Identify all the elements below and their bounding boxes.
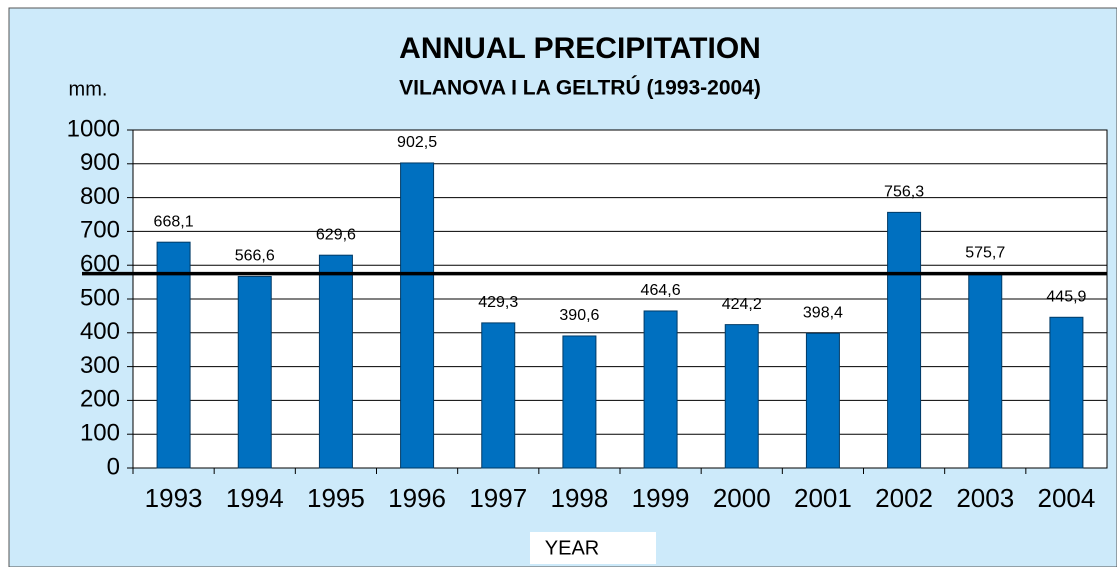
bar bbox=[481, 322, 516, 469]
value-label: 445,9 bbox=[1046, 289, 1086, 306]
bar bbox=[724, 324, 759, 469]
value-label: 424,2 bbox=[722, 296, 762, 313]
x-tick-label: 2004 bbox=[1037, 483, 1095, 513]
value-label: 756,3 bbox=[884, 184, 924, 201]
y-tick-label: 900 bbox=[80, 149, 120, 176]
y-tick-label: 1000 bbox=[67, 115, 120, 142]
x-tick-label: 2002 bbox=[875, 483, 933, 513]
y-tick-label: 400 bbox=[80, 318, 120, 345]
bar bbox=[318, 254, 353, 469]
value-label: 398,4 bbox=[803, 305, 843, 322]
y-tick-label: 100 bbox=[80, 420, 120, 447]
y-tick-label: 300 bbox=[80, 352, 120, 379]
value-label: 629,6 bbox=[316, 226, 356, 243]
x-tick-label: 1997 bbox=[469, 483, 527, 513]
bar bbox=[968, 272, 1003, 469]
x-tick-label: 1993 bbox=[145, 483, 203, 513]
bar bbox=[400, 162, 435, 469]
value-label: 566,6 bbox=[235, 248, 275, 265]
x-tick-label: 2000 bbox=[713, 483, 771, 513]
bar bbox=[805, 332, 840, 469]
x-tick-label: 1999 bbox=[632, 483, 690, 513]
value-label: 390,6 bbox=[559, 307, 599, 324]
y-tick-label: 200 bbox=[80, 386, 120, 413]
bar bbox=[1049, 316, 1084, 469]
x-tick-label: 2003 bbox=[956, 483, 1014, 513]
value-label: 668,1 bbox=[154, 213, 194, 230]
value-label: 902,5 bbox=[397, 134, 437, 151]
bar bbox=[643, 310, 678, 469]
chart-title: ANNUAL PRECIPITATION bbox=[399, 32, 761, 65]
y-tick-label: 700 bbox=[80, 217, 120, 244]
chart-subtitle: VILANOVA I LA GELTRÚ (1993-2004) bbox=[399, 76, 761, 100]
x-tick-label: 1998 bbox=[550, 483, 608, 513]
y-axis-label: mm. bbox=[69, 78, 108, 100]
bar bbox=[237, 275, 272, 469]
x-tick-label: 1994 bbox=[226, 483, 284, 513]
value-label: 575,7 bbox=[965, 245, 1005, 262]
value-label: 429,3 bbox=[478, 294, 518, 311]
bar bbox=[562, 335, 597, 469]
y-tick-label: 0 bbox=[107, 453, 120, 480]
bar bbox=[887, 211, 922, 469]
x-tick-label: 1995 bbox=[307, 483, 365, 513]
value-label: 464,6 bbox=[641, 282, 681, 299]
x-axis-label: YEAR bbox=[545, 537, 599, 559]
bar bbox=[156, 241, 191, 469]
x-axis-label-box bbox=[530, 532, 656, 564]
y-tick-label: 800 bbox=[80, 183, 120, 210]
x-tick-label: 2001 bbox=[794, 483, 852, 513]
x-tick-label: 1996 bbox=[388, 483, 446, 513]
y-tick-label: 500 bbox=[80, 284, 120, 311]
